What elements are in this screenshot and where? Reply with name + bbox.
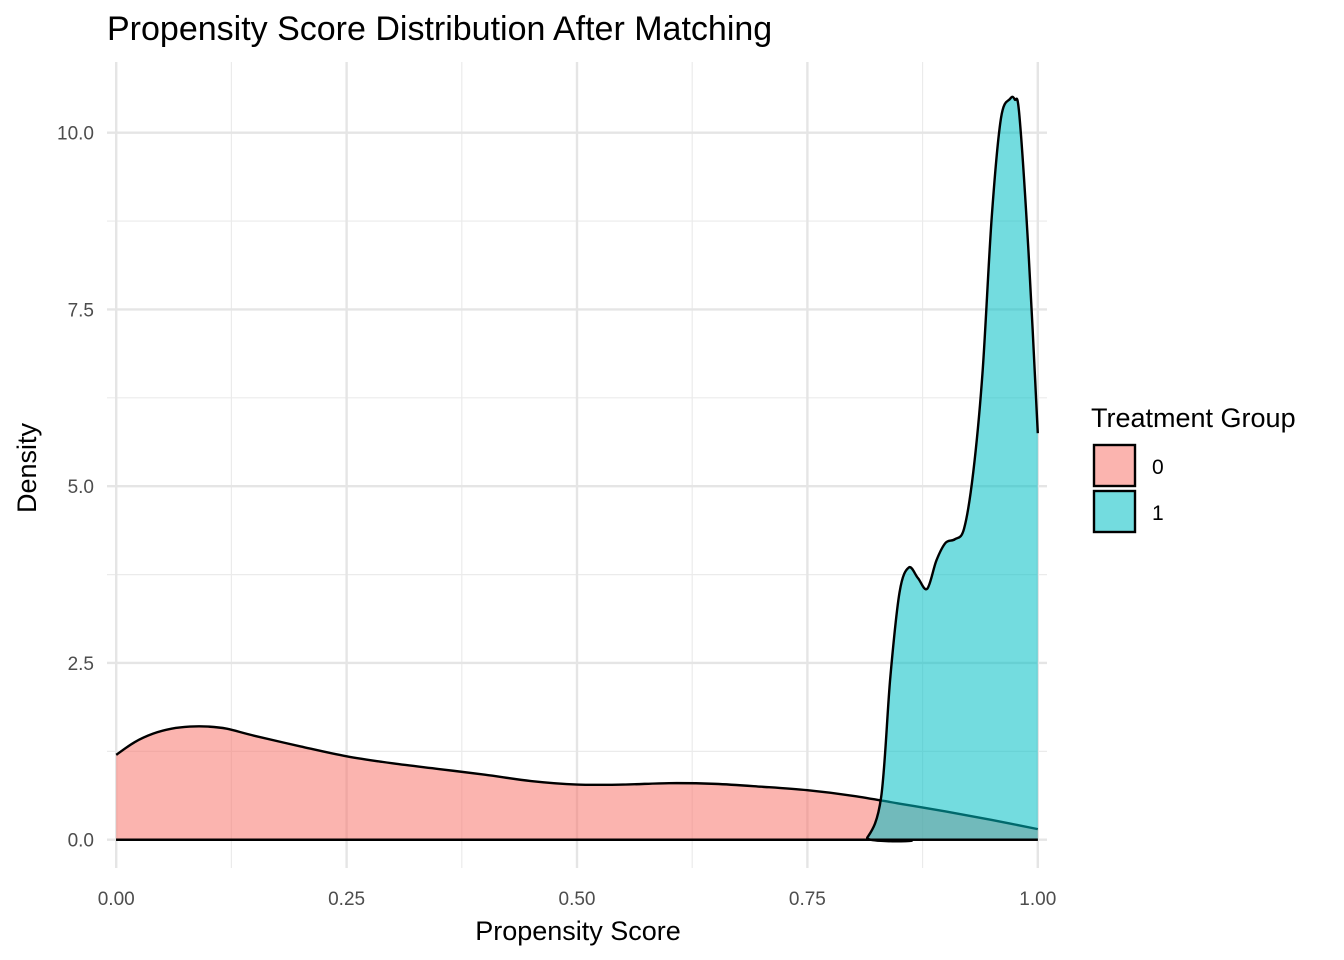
density-fill-group-1 xyxy=(116,96,1038,842)
y-tick-label: 5.0 xyxy=(68,477,94,498)
x-tick-label: 0.50 xyxy=(559,889,596,910)
density-line-group-0 xyxy=(115,725,1039,831)
density-areas xyxy=(115,95,1039,843)
y-tick-label: 2.5 xyxy=(68,654,94,675)
y-axis-title: Density xyxy=(12,422,42,513)
legend-title: Treatment Group xyxy=(1091,403,1296,433)
legend-label-group-1: 1 xyxy=(1152,502,1164,525)
y-tick-label: 10.0 xyxy=(57,124,94,145)
density-fill-group-0 xyxy=(116,726,1038,840)
x-axis-title: Propensity Score xyxy=(475,916,681,946)
legend: Treatment Group 0 1 xyxy=(1091,403,1296,534)
legend-key-group-1 xyxy=(1092,489,1137,534)
x-tick-label: 0.75 xyxy=(789,889,826,910)
x-tick-label: 0.25 xyxy=(328,889,365,910)
chart-title: Propensity Score Distribution After Matc… xyxy=(107,10,772,48)
y-axis-ticks: 0.0 2.5 5.0 7.5 10.0 xyxy=(57,124,94,852)
y-tick-label: 7.5 xyxy=(68,300,94,321)
x-tick-label: 1.00 xyxy=(1019,889,1056,910)
x-axis-ticks: 0.00 0.25 0.50 0.75 1.00 xyxy=(98,889,1057,910)
x-tick-label: 0.00 xyxy=(98,889,135,910)
legend-key-group-0 xyxy=(1092,443,1137,488)
y-tick-label: 0.0 xyxy=(68,831,94,852)
legend-label-group-0: 0 xyxy=(1152,456,1164,479)
